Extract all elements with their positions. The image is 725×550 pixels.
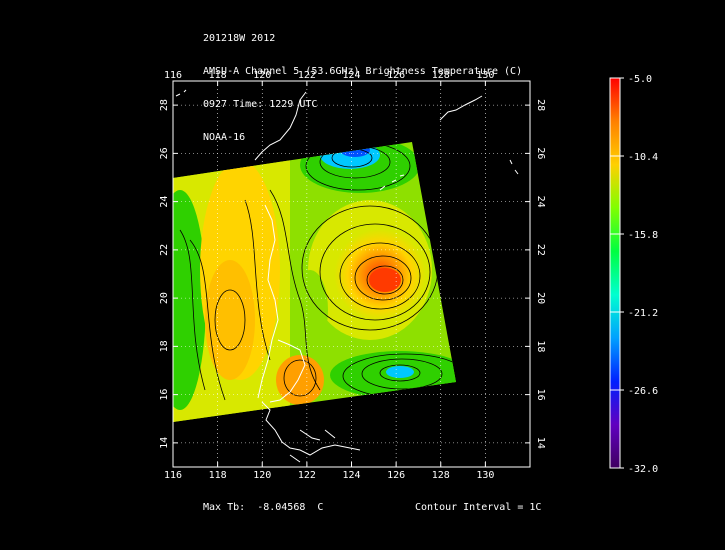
lon-label-top: 122 xyxy=(298,70,316,81)
contour-interval: Contour Interval = 1C xyxy=(415,502,542,513)
title-line-time: 0927 Time: 1229 UTC xyxy=(203,99,318,110)
lat-label-left: 22 xyxy=(159,244,170,256)
lon-label-top: 128 xyxy=(432,70,450,81)
lat-label-right: 26 xyxy=(535,147,546,159)
lat-label-right: 14 xyxy=(535,437,546,449)
lat-label-right: 24 xyxy=(535,196,546,208)
swath-north-blue xyxy=(340,143,370,157)
lon-label-top: 130 xyxy=(476,70,494,81)
title-line-storm: 201218W 2012 xyxy=(203,33,276,44)
lon-label-bottom: 124 xyxy=(342,470,360,481)
lon-label-bottom: 122 xyxy=(298,470,316,481)
max-tb-label: Max Tb: xyxy=(203,502,246,513)
lat-label-left: 18 xyxy=(159,340,170,352)
coastlines xyxy=(175,89,519,463)
lat-label-right: 18 xyxy=(535,340,546,352)
colorbar-ticks: -5.0 -10.4 -15.8 -21.2 -26.6 -32.0 xyxy=(610,74,658,475)
lon-label-top: 126 xyxy=(387,70,405,81)
swath-west-cool xyxy=(173,190,206,410)
lat-label-right: 28 xyxy=(535,99,546,111)
lat-label-left: 26 xyxy=(159,147,170,159)
lat-label-right: 22 xyxy=(535,244,546,256)
lon-label-bottom: 128 xyxy=(432,470,450,481)
max-tb-readout: Max Tb: -8.04568 C xyxy=(203,502,323,513)
lon-label-bottom: 116 xyxy=(164,470,182,481)
lon-label-bottom: 118 xyxy=(209,470,227,481)
swath-mid-green xyxy=(292,270,328,350)
title-line-channel: AMSU-A Channel 5 (53.6GHz) Brightness Te… xyxy=(203,66,523,77)
lon-label-top: 118 xyxy=(209,70,227,81)
lon-label-top: 124 xyxy=(342,70,360,81)
lon-label-bottom: 130 xyxy=(476,470,494,481)
colorbar-label: -10.4 xyxy=(628,152,658,163)
lat-label-right: 20 xyxy=(535,292,546,304)
colorbar-label: -21.2 xyxy=(628,308,658,319)
lat-label-left: 28 xyxy=(159,99,170,111)
grid-lines xyxy=(172,81,530,467)
title-line-satellite: NOAA-16 xyxy=(203,132,246,143)
contour-lines xyxy=(179,142,456,401)
swath-warm-south xyxy=(276,355,324,405)
swath-west-warm2 xyxy=(205,260,255,380)
lon-label-top: 116 xyxy=(164,70,182,81)
colorbar-label: -5.0 xyxy=(628,74,652,85)
lat-label-left: 16 xyxy=(159,389,170,401)
lon-label-top: 120 xyxy=(253,70,271,81)
axis-ticks: 116 116 118 118 120 120 122 122 124 124 126 126 128 1… xyxy=(159,70,546,481)
lat-label-left: 24 xyxy=(159,196,170,208)
swath-field xyxy=(173,142,456,422)
lat-label-right: 16 xyxy=(535,389,546,401)
swath-core-max xyxy=(369,268,401,292)
max-tb-unit: C xyxy=(317,502,324,513)
swath-south-cyan xyxy=(386,366,414,378)
lat-label-left: 20 xyxy=(159,292,170,304)
lon-label-bottom: 126 xyxy=(387,470,405,481)
lat-label-left: 14 xyxy=(159,437,170,449)
colorbar-label: -32.0 xyxy=(628,464,658,475)
lon-label-bottom: 120 xyxy=(253,470,271,481)
header: 201218W 2012 AMSU-A Channel 5 (53.6GHz) … xyxy=(203,11,522,154)
max-tb-value: -8.04568 xyxy=(257,502,306,513)
colorbar xyxy=(609,77,621,469)
colorbar-label: -26.6 xyxy=(628,386,658,397)
colorbar-label: -15.8 xyxy=(628,230,658,241)
